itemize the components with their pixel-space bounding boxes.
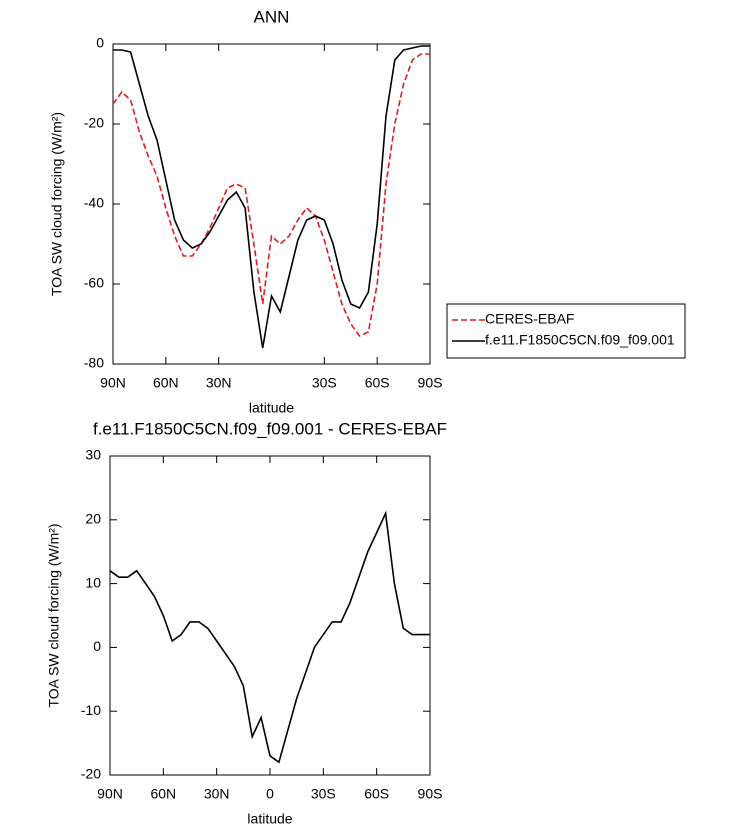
y-tick-label: -40 — [84, 195, 104, 211]
data-line — [109, 510, 430, 764]
plot-frame — [112, 43, 431, 365]
y-tick-label: 0 — [93, 638, 101, 654]
y-tick-label: -80 — [84, 355, 104, 371]
plot-frame — [109, 455, 431, 776]
y-tick-label: -20 — [81, 766, 101, 782]
x-tick-label: 60S — [365, 375, 390, 391]
legend-label: CERES-EBAF — [485, 311, 574, 327]
x-tick-label: 30N — [204, 786, 230, 802]
x-tick-label: 30S — [311, 786, 336, 802]
x-axis-label: latitude — [247, 811, 292, 827]
x-tick-label: 90N — [97, 786, 123, 802]
y-tick-label: -60 — [84, 275, 104, 291]
x-axis-label: latitude — [249, 400, 294, 416]
x-tick-label: 30S — [312, 375, 337, 391]
x-tick-label: 90N — [100, 375, 126, 391]
x-tick-label: 60S — [364, 786, 389, 802]
x-tick-label: 60N — [150, 786, 176, 802]
y-axis-label: TOA SW cloud forcing (W/m²) — [49, 112, 65, 296]
y-tick-label: 10 — [85, 574, 101, 590]
x-tick-label: 60N — [153, 375, 179, 391]
legend-label: f.e11.F1850C5CN.f09_f09.001 — [485, 332, 675, 348]
data-line — [113, 45, 430, 349]
x-tick-label: 90S — [418, 375, 443, 391]
y-tick-label: 0 — [96, 35, 104, 51]
chart-title: f.e11.F1850C5CN.f09_f09.001 - CERES-EBAF — [93, 419, 447, 438]
y-tick-label: -10 — [81, 702, 101, 718]
x-tick-label: 90S — [418, 786, 443, 802]
x-tick-label: 0 — [266, 786, 274, 802]
legend-box — [446, 303, 686, 359]
y-tick-label: 30 — [85, 447, 101, 463]
data-line — [112, 53, 430, 337]
chart-title: ANN — [254, 7, 290, 26]
x-tick-label: 30N — [206, 375, 232, 391]
y-tick-label: 20 — [85, 511, 101, 527]
y-axis-label: TOA SW cloud forcing (W/m²) — [46, 523, 62, 707]
y-tick-label: -20 — [84, 115, 104, 131]
